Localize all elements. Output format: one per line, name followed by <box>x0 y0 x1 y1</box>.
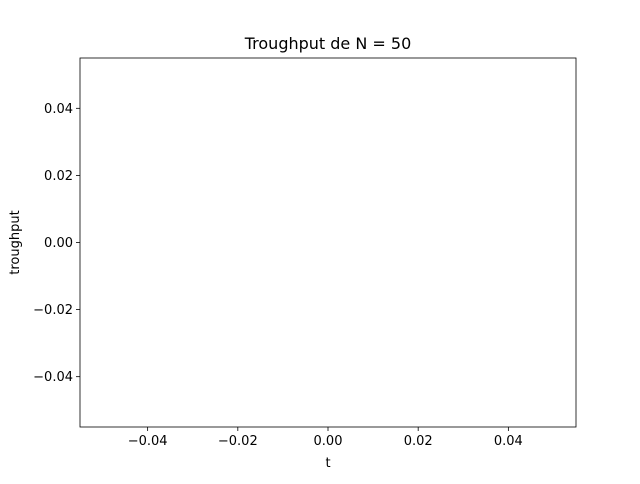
chart-title: Troughput de N = 50 <box>244 34 412 53</box>
x-tick-label: 0.04 <box>494 434 523 449</box>
y-axis-ticks: −0.04 −0.02 0.00 0.02 0.04 <box>33 102 80 385</box>
x-tick-label: −0.04 <box>128 434 168 449</box>
y-tick-label: 0.00 <box>44 236 73 251</box>
y-axis-label: troughput <box>8 210 23 274</box>
x-tick-label: 0.02 <box>404 434 433 449</box>
y-tick-label: −0.02 <box>33 303 73 318</box>
x-tick-label: −0.02 <box>218 434 258 449</box>
y-tick-label: 0.02 <box>44 169 73 184</box>
plot-area <box>80 58 576 427</box>
y-tick-label: −0.04 <box>33 370 73 385</box>
x-tick-label: 0.00 <box>314 434 343 449</box>
plot-frame <box>79 57 577 428</box>
y-tick-label: 0.04 <box>44 102 73 117</box>
x-axis-label: t <box>325 456 330 471</box>
x-axis-ticks: −0.04 −0.02 0.00 0.02 0.04 <box>128 427 523 449</box>
